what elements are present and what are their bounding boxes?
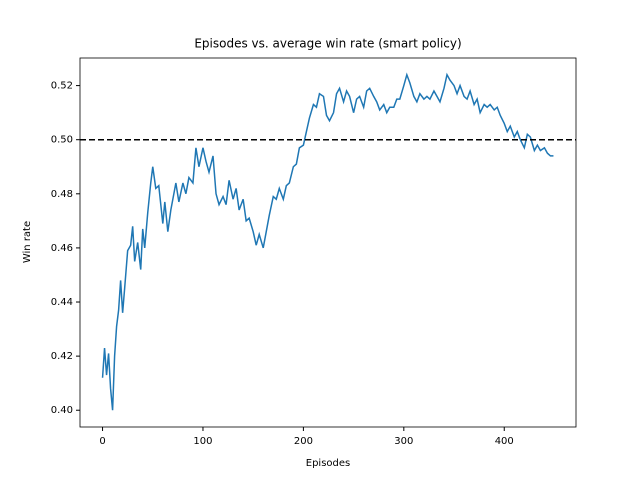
- y-tick-label: 0.42: [51, 351, 73, 362]
- y-tick-label: 0.46: [51, 243, 73, 254]
- plot-frame: [79, 57, 577, 428]
- chart-title: Episodes vs. average win rate (smart pol…: [194, 37, 461, 51]
- y-tick-label: 0.40: [51, 405, 73, 416]
- x-tick-label: 400: [495, 436, 514, 447]
- y-tick-label: 0.48: [51, 189, 73, 200]
- x-tick-label: 0: [99, 436, 105, 447]
- data-line: [101, 72, 554, 411]
- x-axis-label: Episodes: [306, 458, 350, 469]
- y-tick-label: 0.52: [51, 81, 73, 92]
- x-tick-label: 300: [394, 436, 413, 447]
- y-axis-label: Win rate: [22, 221, 33, 263]
- x-tick-label: 100: [193, 436, 212, 447]
- y-tick-label: 0.50: [51, 135, 73, 146]
- y-tick-label: 0.44: [51, 297, 73, 308]
- x-tick-label: 200: [294, 436, 313, 447]
